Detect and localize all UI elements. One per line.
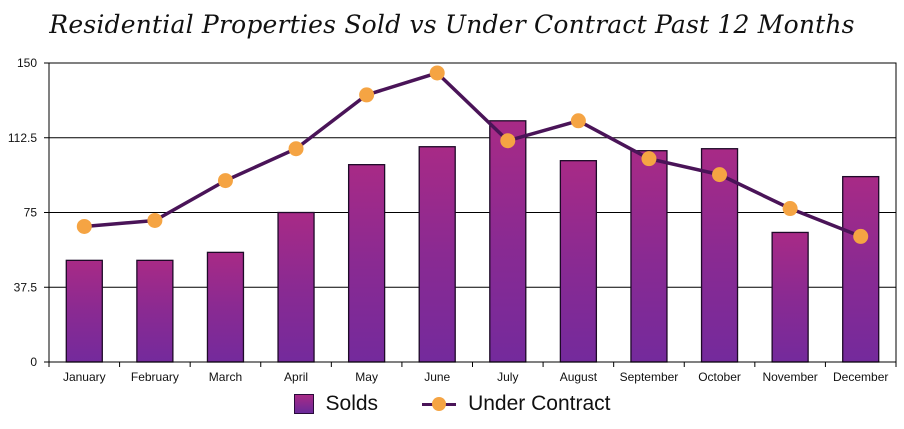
point-january (76, 218, 92, 234)
x-tick-label: August (560, 370, 598, 384)
under-contract-polyline (84, 71, 862, 239)
x-tick-label: May (355, 370, 378, 384)
y-tick-label: 75 (24, 206, 38, 220)
bar-january (65, 259, 103, 363)
bar-october (700, 148, 739, 363)
point-december (853, 228, 869, 244)
x-tick-label: October (698, 370, 741, 384)
y-tick-label: 112.5 (8, 131, 37, 145)
legend-label-solds: Solds (325, 392, 379, 415)
bar-july (489, 120, 527, 363)
y-tick-label: 150 (17, 56, 37, 70)
legend-item-solds: Solds (293, 392, 379, 416)
point-august (570, 113, 586, 129)
bar-december (842, 175, 880, 363)
bar-april (277, 211, 315, 363)
tick-labels: 0 37.5 75 112.5 150 January February March April… (8, 56, 889, 384)
chart-title: Residential Properties Sold vs Under Con… (49, 10, 855, 39)
x-tick-label: March (209, 370, 242, 384)
under-contract-line (76, 65, 869, 244)
bar-june (418, 146, 456, 363)
axes (44, 62, 897, 367)
solds-swatch (293, 394, 314, 414)
bars (65, 120, 880, 363)
legend: Solds Under Contract (0, 392, 904, 416)
point-july (500, 133, 516, 149)
point-september (641, 151, 657, 167)
x-tick-label: September (620, 370, 679, 384)
point-may (359, 87, 375, 103)
point-october (712, 167, 728, 183)
point-june (429, 65, 445, 81)
bar-may (347, 164, 386, 363)
x-tick-label: December (833, 370, 888, 384)
bar-march (206, 251, 245, 363)
legend-label-under-contract: Under Contract (468, 392, 611, 415)
y-tick-label: 0 (30, 355, 37, 369)
bar-september (630, 150, 668, 363)
point-february (147, 212, 163, 228)
point-march (217, 173, 233, 189)
y-tick-label: 37.5 (14, 280, 38, 294)
x-tick-label: July (497, 370, 518, 384)
point-november (782, 201, 798, 217)
point-april (288, 141, 304, 157)
under-contract-swatch (422, 394, 457, 414)
x-tick-label: June (424, 370, 450, 384)
bar-august (559, 160, 598, 363)
x-tick-label: November (762, 370, 817, 384)
bar-february (136, 259, 174, 363)
x-tick-label: April (284, 370, 308, 384)
legend-item-under-contract: Under Contract (422, 392, 610, 416)
bar-november (771, 231, 809, 363)
x-tick-label: January (63, 370, 106, 384)
x-tick-label: February (131, 370, 179, 384)
